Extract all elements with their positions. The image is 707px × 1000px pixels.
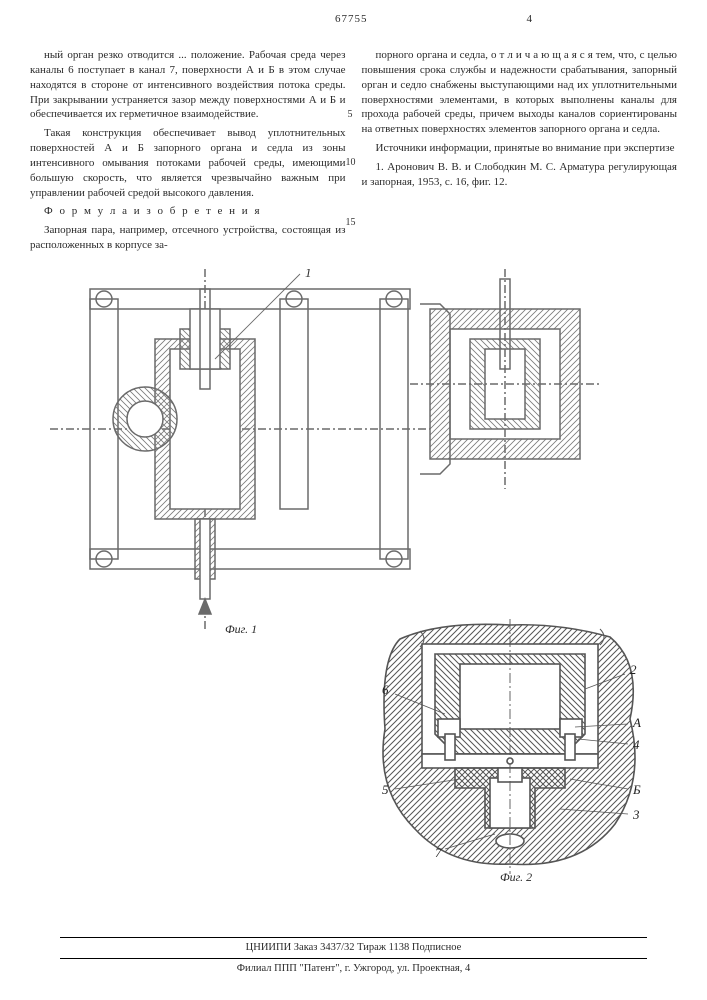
callout-3-label: 3 xyxy=(632,807,640,822)
right-column: 5 10 15 порного органа и седла, о т л и … xyxy=(362,48,678,257)
callout-A-label: А xyxy=(632,715,641,730)
sources-header: Источники информации, принятые во вниман… xyxy=(362,141,678,156)
callout-1-label: 1 xyxy=(305,269,312,280)
page-number: 4 xyxy=(527,12,533,27)
callout-B-label: Б xyxy=(632,782,641,797)
patent-number: 67755 xyxy=(335,12,368,27)
formula-header: Ф о р м у л а и з о б р е т е н и я xyxy=(30,204,346,219)
callout-4-label: 4 xyxy=(633,737,640,752)
reference-1: 1. Аронович В. В. и Слободкин М. С. Арма… xyxy=(362,160,678,190)
footer: ЦНИИПИ Заказ 3437/32 Тираж 1138 Подписно… xyxy=(0,934,707,976)
line-number-5: 5 xyxy=(348,108,353,122)
left-p1: ный орган резко отводится ... положение.… xyxy=(30,48,346,122)
line-number-15: 15 xyxy=(346,216,356,230)
footer-line1: ЦНИИПИ Заказ 3437/32 Тираж 1138 Подписно… xyxy=(0,941,707,955)
callout-7-label: 7 xyxy=(435,845,442,860)
left-column: ный орган резко отводится ... положение.… xyxy=(30,48,346,257)
left-p2: Такая конструкция обеспечивает вывод упл… xyxy=(30,126,346,200)
footer-line2: Филиал ППП "Патент", г. Ужгород, ул. Про… xyxy=(0,962,707,976)
figure-1: 1 xyxy=(50,269,610,629)
right-p1: порного органа и седла, о т л и ч а ю щ … xyxy=(362,48,678,137)
callout-5-label: 5 xyxy=(382,782,389,797)
text-columns: ный орган резко отводится ... положение.… xyxy=(30,48,677,257)
callout-6-label: 6 xyxy=(382,682,389,697)
left-p3: Запорная пара, например, отсечного устро… xyxy=(30,223,346,253)
callout-2-label: 2 xyxy=(630,662,637,677)
figures-area: 1 Фиг. 1 xyxy=(30,269,677,889)
fig2-caption: Фиг. 2 xyxy=(500,869,532,885)
line-number-10: 10 xyxy=(346,156,356,170)
fig1-caption: Фиг. 1 xyxy=(225,621,257,637)
figure-2: 6 2 А 4 Б 3 5 7 xyxy=(360,619,660,879)
